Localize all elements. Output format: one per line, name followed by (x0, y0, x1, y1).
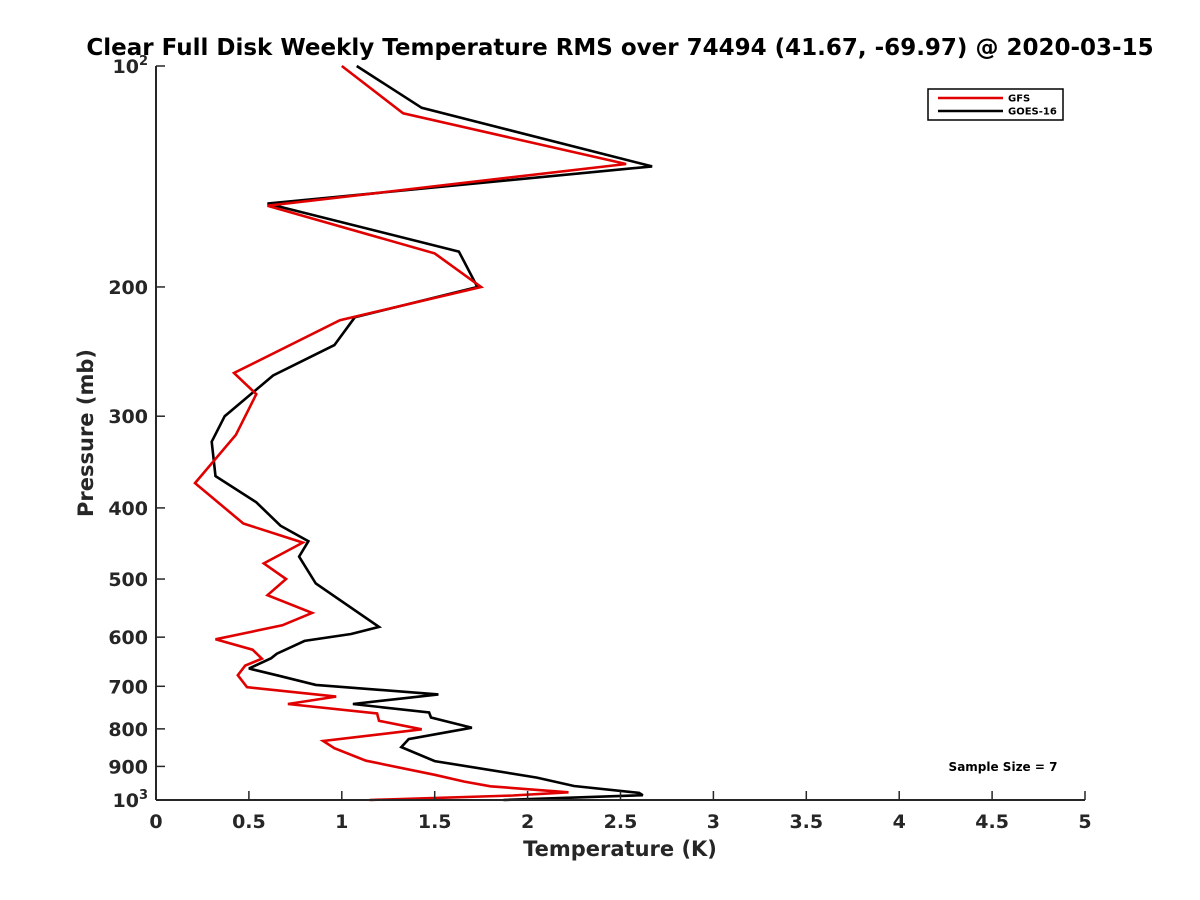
x-tick-label: 2.5 (604, 811, 638, 833)
series-line-goes16 (210, 64, 653, 802)
y-tick-label: 400 (108, 498, 148, 520)
chart-title: Clear Full Disk Weekly Temperature RMS o… (86, 35, 1153, 61)
axes-layer (155, 66, 1085, 801)
y-tick-label: 800 (108, 719, 148, 741)
legend-box (927, 88, 1064, 121)
x-tick-label: 3.5 (789, 811, 823, 833)
sample-size-annotation: Sample Size = 7 (949, 760, 1058, 774)
y-tick-label: 102 (113, 54, 149, 78)
legend-label-goes16: GOES-16 (1008, 107, 1057, 118)
y-tick-label: 700 (108, 676, 148, 698)
legend-label-gfs: GFS (1008, 94, 1030, 105)
y-ticks: 102 200 300 400 500 600 700 800 900 103 (108, 54, 165, 812)
legend: GFS GOES-16 (927, 88, 1064, 121)
x-ticks: 0 0.5 1 1.5 2 2.5 3 3.5 4 4.5 5 (149, 791, 1092, 833)
x-tick-label: 0.5 (232, 811, 266, 833)
y-tick-label: 600 (108, 627, 148, 649)
y-axis-label: Pressure (mb) (74, 349, 98, 517)
y-tick-label: 103 (113, 788, 149, 812)
x-tick-label: 4 (893, 811, 906, 833)
y-tick-label: 200 (108, 277, 148, 299)
y-tick-label: 900 (108, 756, 148, 778)
y-tick-label: 300 (108, 406, 148, 428)
x-tick-label: 0 (149, 811, 162, 833)
x-tick-label: 3 (707, 811, 720, 833)
x-tick-label: 1.5 (418, 811, 452, 833)
x-tick-label: 1 (335, 811, 348, 833)
x-axis-label: Temperature (K) (523, 837, 717, 861)
y-tick-label: 500 (108, 569, 148, 591)
x-tick-label: 2 (521, 811, 534, 833)
x-tick-label: 5 (1078, 811, 1091, 833)
series-layer (193, 64, 653, 802)
series-line-gfs (193, 64, 627, 802)
x-tick-label: 4.5 (975, 811, 1009, 833)
